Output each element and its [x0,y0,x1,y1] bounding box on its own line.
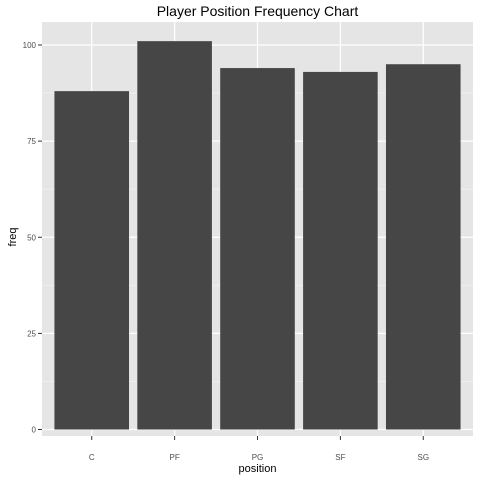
bar-PG [220,68,295,430]
y-axis-title: freq [7,228,19,247]
x-tick-label: C [89,453,95,462]
y-tick-label: 75 [27,137,36,146]
bar-SF [303,71,378,430]
y-axis-ticks: 0 25 50 75 100 [23,41,42,435]
x-tick-label: SG [417,453,429,462]
y-tick-label: 25 [27,329,36,338]
y-tick-label: 100 [23,41,37,50]
x-tick-label: PG [252,453,264,462]
x-axis-title: position [239,463,277,475]
y-tick-label: 50 [27,233,36,242]
bar-PF [137,41,212,430]
bars [54,41,461,430]
x-tick-label: SF [335,453,345,462]
x-tick-label: PF [169,453,179,462]
bar-SG [385,64,461,430]
chart-title: Player Position Frequency Chart [157,3,359,19]
bar-C [54,91,130,430]
x-axis-ticks: C PF PG SF SG [89,436,429,462]
y-tick-label: 0 [32,426,37,435]
